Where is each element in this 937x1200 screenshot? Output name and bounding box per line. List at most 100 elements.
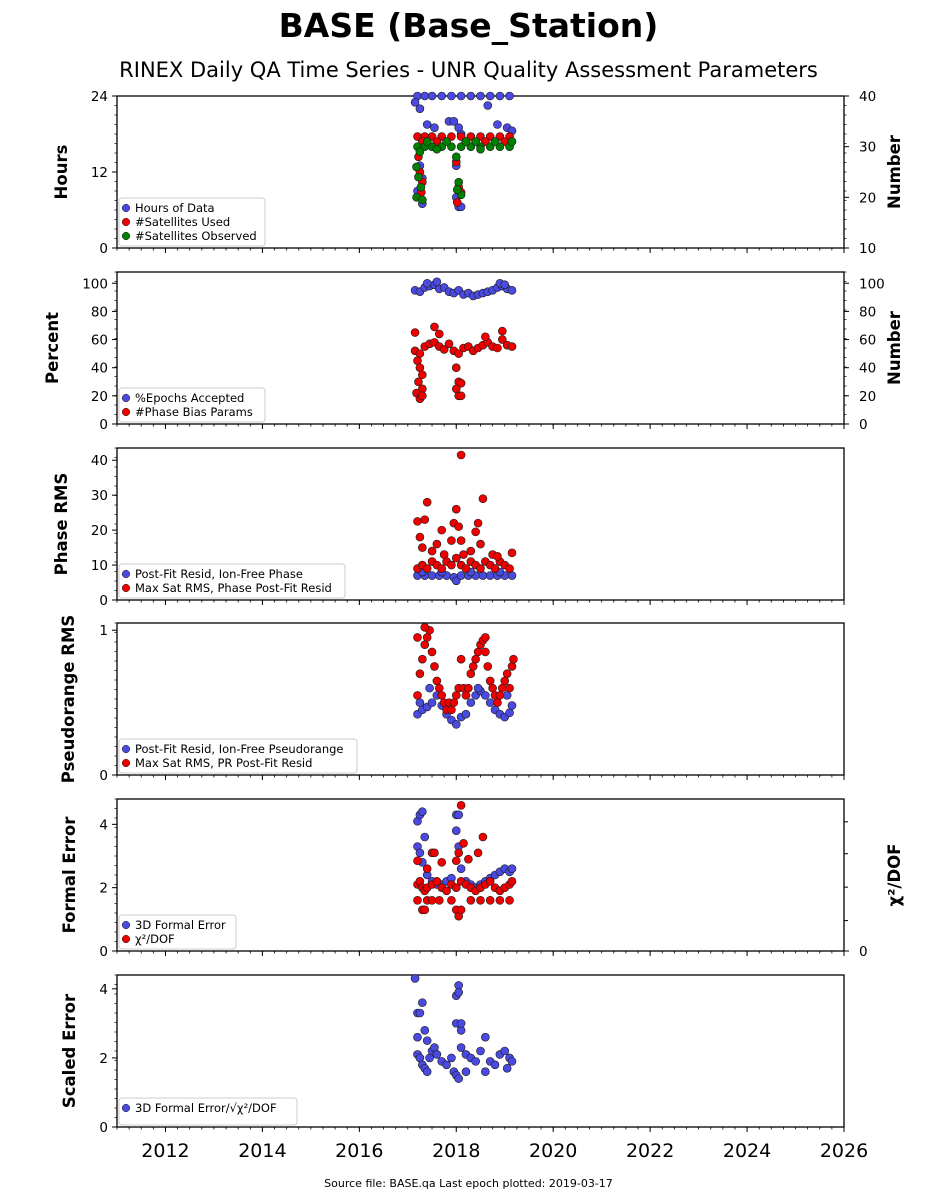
data-point (432, 877, 442, 886)
data-point (466, 896, 476, 905)
data-point (418, 998, 427, 1007)
data-point (454, 1074, 463, 1083)
data-point (498, 335, 507, 344)
data-point (468, 662, 478, 671)
data-point (435, 683, 444, 693)
data-point (418, 654, 427, 664)
data-point (456, 905, 466, 915)
data-point (447, 560, 456, 570)
data-point (427, 546, 437, 556)
y2-tick-label: 10 (859, 241, 876, 257)
data-point (461, 564, 471, 573)
legend-label: #Phase Bias Params (135, 405, 253, 419)
y-tick-label: 0 (99, 1120, 108, 1136)
data-point (502, 691, 512, 700)
data-point (413, 517, 422, 526)
data-point (413, 633, 422, 642)
data-point (507, 548, 517, 558)
y2-tick-label: 60 (859, 333, 876, 349)
data-point (466, 698, 476, 707)
legend-box (118, 387, 266, 423)
data-point (456, 801, 466, 810)
panel-3: 0 10 20 30 40 Phase RMS Post-Fit Resid, Ion-Fr… (52, 447, 845, 609)
data-point (418, 195, 427, 205)
data-point (435, 329, 444, 339)
data-point (451, 576, 461, 586)
data-point (471, 1057, 480, 1066)
data-point (456, 536, 466, 545)
data-point (437, 858, 447, 867)
data-point (437, 525, 447, 535)
y2-tick-label: 20 (859, 389, 876, 405)
x-tick-label: 2026 (820, 1140, 868, 1162)
data-point (437, 91, 447, 101)
data-point (422, 120, 432, 129)
data-point (461, 691, 471, 700)
data-point (430, 662, 439, 671)
y2-tick-label: 20 (859, 190, 876, 206)
data-point (430, 322, 439, 332)
data-point (505, 683, 514, 693)
y2-axis-label: Number (885, 134, 904, 209)
y-axis-label: Scaled Error (60, 993, 79, 1108)
legend: 3D Formal Error/√χ²/DOF (118, 1097, 298, 1126)
data-point (507, 701, 517, 710)
y2-tick-label: 40 (859, 89, 876, 105)
data-point (415, 1008, 425, 1018)
data-point (413, 691, 422, 700)
data-point (432, 1050, 442, 1059)
data-point (420, 832, 430, 842)
data-point (432, 277, 442, 287)
x-tick-label: 2022 (626, 1140, 674, 1162)
series-red (410, 322, 517, 403)
data-point (439, 345, 449, 354)
data-point (418, 391, 427, 401)
data-point (442, 137, 451, 146)
legend-marker (121, 583, 131, 593)
y-tick-label: 0 (99, 593, 108, 609)
data-point (420, 515, 430, 524)
legend: Post-Fit Resid, Ion-Free PseudorangeMax … (118, 738, 358, 774)
data-point (490, 1060, 500, 1070)
data-point (454, 987, 463, 997)
legend-label: 3D Formal Error (135, 918, 226, 932)
data-point (485, 698, 495, 707)
legend-label: %Epochs Accepted (135, 391, 244, 405)
data-point (456, 1043, 466, 1052)
data-point (461, 137, 471, 146)
data-point (432, 676, 442, 686)
x-tick-label: 2024 (723, 1140, 771, 1162)
data-point (478, 832, 488, 842)
data-point (422, 137, 432, 146)
data-point (415, 848, 425, 858)
data-point (415, 147, 425, 157)
data-point (471, 527, 480, 537)
data-point (451, 152, 461, 162)
data-point (420, 640, 430, 650)
legend-marker (121, 393, 131, 403)
data-point (454, 349, 463, 358)
data-point (505, 896, 514, 905)
data-point (422, 864, 432, 873)
data-point (498, 683, 507, 693)
data-point (451, 826, 461, 835)
series-blue (410, 974, 517, 1083)
data-point (456, 1019, 466, 1028)
data-point (476, 564, 485, 573)
series-blue (410, 277, 517, 301)
data-point (481, 1067, 490, 1077)
legend-label: Max Sat RMS, PR Post-Fit Resid (135, 756, 312, 770)
data-point (461, 709, 471, 719)
legend-marker (121, 934, 131, 944)
data-point (502, 669, 512, 678)
legend-label: Max Sat RMS, Phase Post-Fit Resid (135, 581, 332, 595)
data-point (466, 669, 476, 678)
data-point (447, 896, 456, 905)
y-tick-label: 0 (99, 241, 108, 257)
data-point (495, 91, 505, 101)
source-footer: Source file: BASE.qa Last epoch plotted:… (324, 1177, 613, 1190)
legend-marker (121, 569, 131, 579)
data-point (410, 328, 420, 337)
